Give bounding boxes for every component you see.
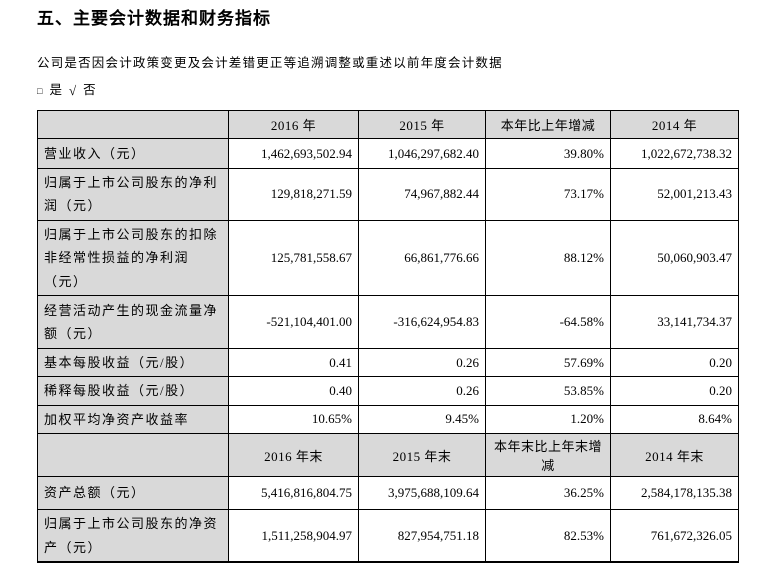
checkbox-unchecked-icon: □ (37, 85, 43, 96)
header-cell-yoy-change: 本年比上年增减 (485, 110, 611, 139)
row-label: 经营活动产生的现金流量净额（元） (37, 294, 229, 349)
period-header-row: 2016 年 2015 年 本年比上年增减 2014 年 (37, 110, 739, 139)
row-label: 归属于上市公司股东的扣除非经常性损益的净利润（元） (37, 219, 229, 296)
header-cell-empty (37, 433, 229, 478)
row-label: 归属于上市公司股东的净利润（元） (37, 168, 229, 221)
value-cell: -64.58% (485, 294, 611, 349)
value-cell: 0.40 (228, 376, 359, 406)
header-cell-yoy-end-change: 本年末比上年末增减 (485, 433, 611, 478)
table-row-weighted-roe: 加权平均净资产收益率 10.65% 9.45% 1.20% 8.64% (37, 404, 739, 435)
table-row-net-assets: 归属于上市公司股东的净资产（元） 1,511,258,904.97 827,95… (37, 509, 739, 563)
value-cell: 3,975,688,109.64 (358, 476, 486, 511)
value-cell: 0.26 (358, 376, 486, 406)
header-cell-2016-end: 2016 年末 (228, 433, 359, 478)
yes-label: 是 (49, 83, 62, 97)
row-label: 归属于上市公司股东的净资产（元） (37, 509, 229, 563)
value-cell: 5,416,816,804.75 (228, 476, 359, 511)
value-cell: 2,584,178,135.38 (610, 476, 739, 511)
value-cell: 66,861,776.66 (358, 219, 486, 296)
value-cell: 761,672,326.05 (610, 509, 739, 563)
checkmark-icon: √ (68, 83, 77, 98)
value-cell: 9.45% (358, 404, 486, 435)
value-cell: 57.69% (485, 347, 611, 378)
table-row-revenue: 营业收入（元） 1,462,693,502.94 1,046,297,682.4… (37, 138, 739, 169)
value-cell: -316,624,954.83 (358, 294, 486, 349)
value-cell: 0.20 (610, 347, 739, 378)
header-cell-2014-end: 2014 年末 (610, 433, 739, 478)
value-cell: 1,046,297,682.40 (358, 138, 486, 169)
value-cell: 8.64% (610, 404, 739, 435)
value-cell: 129,818,271.59 (228, 168, 359, 221)
no-label: 否 (83, 83, 96, 97)
table-row-basic-eps: 基本每股收益（元/股） 0.41 0.26 57.69% 0.20 (37, 347, 739, 378)
value-cell: 10.65% (228, 404, 359, 435)
value-cell: 0.41 (228, 347, 359, 378)
financial-indicators-table: 2016 年 2015 年 本年比上年增减 2014 年 营业收入（元） 1,4… (37, 110, 739, 563)
header-cell-2015-end: 2015 年末 (358, 433, 486, 478)
header-cell-2016: 2016 年 (228, 110, 359, 139)
value-cell: 74,967,882.44 (358, 168, 486, 221)
value-cell: -521,104,401.00 (228, 294, 359, 349)
value-cell: 1,022,672,738.32 (610, 138, 739, 169)
value-cell: 1.20% (485, 404, 611, 435)
row-label: 稀释每股收益（元/股） (37, 376, 229, 406)
header-cell-2014: 2014 年 (610, 110, 739, 139)
value-cell: 1,462,693,502.94 (228, 138, 359, 169)
value-cell: 82.53% (485, 509, 611, 563)
header-cell-empty (37, 110, 229, 139)
row-label: 加权平均净资产收益率 (37, 404, 229, 435)
table-row-net-profit-excl-nonrecurring: 归属于上市公司股东的扣除非经常性损益的净利润（元） 125,781,558.67… (37, 219, 739, 296)
value-cell: 827,954,751.18 (358, 509, 486, 563)
value-cell: 0.26 (358, 347, 486, 378)
section-title: 五、主要会计数据和财务指标 (37, 9, 271, 28)
row-label: 资产总额（元） (37, 476, 229, 511)
period-end-header-row: 2016 年末 2015 年末 本年末比上年末增减 2014 年末 (37, 433, 739, 478)
value-cell: 33,141,734.37 (610, 294, 739, 349)
table-row-total-assets: 资产总额（元） 5,416,816,804.75 3,975,688,109.6… (37, 476, 739, 511)
restatement-question: 公司是否因会计政策变更及会计差错更正等追溯调整或重述以前年度会计数据 (37, 56, 503, 70)
header-cell-2015: 2015 年 (358, 110, 486, 139)
value-cell: 53.85% (485, 376, 611, 406)
value-cell: 52,001,213.43 (610, 168, 739, 221)
table-row-operating-cash-flow: 经营活动产生的现金流量净额（元） -521,104,401.00 -316,62… (37, 294, 739, 349)
value-cell: 1,511,258,904.97 (228, 509, 359, 563)
yes-no-checkline: □ 是 √ 否 (37, 82, 738, 99)
value-cell: 125,781,558.67 (228, 219, 359, 296)
value-cell: 88.12% (485, 219, 611, 296)
row-label: 基本每股收益（元/股） (37, 347, 229, 378)
value-cell: 0.20 (610, 376, 739, 406)
value-cell: 50,060,903.47 (610, 219, 739, 296)
table-row-diluted-eps: 稀释每股收益（元/股） 0.40 0.26 53.85% 0.20 (37, 376, 739, 406)
value-cell: 36.25% (485, 476, 611, 511)
table-row-net-profit: 归属于上市公司股东的净利润（元） 129,818,271.59 74,967,8… (37, 168, 739, 221)
value-cell: 73.17% (485, 168, 611, 221)
row-label: 营业收入（元） (37, 138, 229, 169)
value-cell: 39.80% (485, 138, 611, 169)
